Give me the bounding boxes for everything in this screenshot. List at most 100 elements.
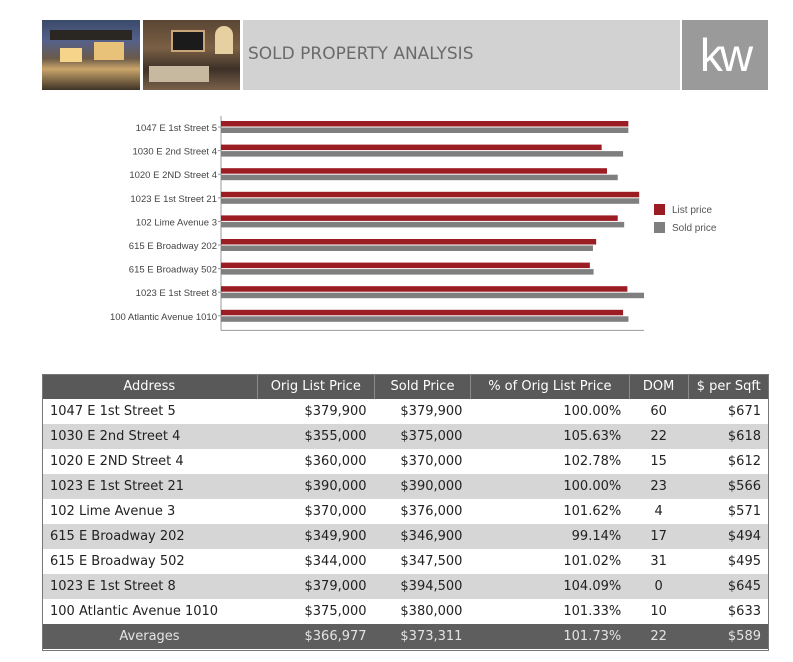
address-cell: 100 Atlantic Avenue 1010 [42, 599, 257, 624]
orig-list-price-cell: $379,000 [257, 574, 375, 599]
sold-price-cell: $370,000 [374, 449, 471, 474]
sold-price-cell: $375,000 [374, 424, 471, 449]
table-row: 1020 E 2ND Street 4 $360,000 $370,000 102.7… [42, 449, 769, 474]
photo-window [94, 42, 124, 60]
per-sqft-cell: $571 [688, 499, 769, 524]
sold-price-cell: $390,000 [374, 474, 471, 499]
orig-list-price-cell: $379,900 [257, 399, 375, 424]
list-price-bar [221, 262, 590, 269]
table-row: 1023 E 1st Street 8 $379,000 $394,500 104.0… [42, 574, 769, 599]
photo-arch-window [215, 26, 233, 54]
per-sqft-cell: $645 [688, 574, 769, 599]
orig-list-price-cell: $349,900 [257, 524, 375, 549]
dom-cell: 22 [629, 424, 688, 449]
address-cell: 615 E Broadway 202 [42, 524, 257, 549]
orig-list-price-cell: $375,000 [257, 599, 375, 624]
photo-roof [50, 30, 132, 40]
sales-table: Address Orig List Price Sold Price % of … [42, 374, 769, 649]
sold-price-bar [221, 269, 594, 275]
list-price-bar [221, 215, 618, 221]
table-header-row: Address Orig List Price Sold Price % of … [42, 374, 769, 399]
category-label: 100 Atlantic Avenue 1010 [110, 312, 217, 323]
title-bar [243, 20, 680, 90]
col-header-sold-price: Sold Price [374, 374, 471, 399]
table-row: 1047 E 1st Street 5 $379,900 $379,900 100.0… [42, 399, 769, 424]
sold-price-cell: $347,500 [374, 549, 471, 574]
dom-cell: 15 [629, 449, 688, 474]
pct-list-cell: 100.00% [470, 399, 630, 424]
table-row: 615 E Broadway 502 $344,000 $347,500 101.02… [42, 549, 769, 574]
dom-cell: 17 [629, 524, 688, 549]
category-label: 615 E Broadway 502 [129, 265, 217, 276]
category-label: 1030 E 2nd Street 4 [132, 147, 217, 158]
col-header-per-sqft: $ per Sqft [688, 374, 769, 399]
list-price-bar [221, 168, 608, 174]
address-cell: 1047 E 1st Street 5 [42, 399, 257, 424]
list-price-bar [221, 309, 624, 316]
pct-list-cell: 100.00% [470, 474, 630, 499]
house-exterior-photo [42, 20, 140, 90]
table-row: 100 Atlantic Avenue 1010 $375,000 $380,000… [42, 599, 769, 624]
dom-cell: 10 [629, 599, 688, 624]
list-price-bar [221, 286, 628, 292]
category-label: 1023 E 1st Street 8 [136, 288, 217, 299]
per-sqft-cell: $494 [688, 524, 769, 549]
avg-sold-price: $373,311 [374, 624, 471, 649]
avg-per-sqft: $589 [688, 624, 769, 649]
pct-list-cell: 101.62% [470, 499, 630, 524]
orig-list-price-cell: $344,000 [257, 549, 375, 574]
category-label: 1047 E 1st Street 5 [136, 123, 217, 134]
pct-list-cell: 99.14% [470, 524, 630, 549]
sold-price-cell: $394,500 [374, 574, 471, 599]
address-cell: 1023 E 1st Street 8 [42, 574, 257, 599]
photo-window [60, 48, 82, 62]
dom-cell: 0 [629, 574, 688, 599]
legend-label: List price [672, 205, 712, 216]
table-row: 1023 E 1st Street 21 $390,000 $390,000 100.… [42, 474, 769, 499]
col-header-dom: DOM [629, 374, 689, 399]
sold-price-bar [221, 316, 629, 322]
list-price-bar [221, 144, 602, 151]
averages-row: Averages $366,977 $373,311 101.73% 22 $5… [42, 624, 769, 649]
avg-orig-list-price: $366,977 [257, 624, 375, 649]
kw-logo: kw [682, 20, 768, 90]
avg-pct-list: 101.73% [470, 624, 630, 649]
col-header-address: Address [42, 374, 258, 399]
sold-price-bar [221, 198, 640, 204]
sold-price-cell: $379,900 [374, 399, 471, 424]
orig-list-price-cell: $370,000 [257, 499, 375, 524]
legend-label: Sold price [672, 223, 717, 234]
address-cell: 102 Lime Avenue 3 [42, 499, 257, 524]
sold-price-cell: $376,000 [374, 499, 471, 524]
per-sqft-cell: $495 [688, 549, 769, 574]
legend-swatch [654, 204, 665, 215]
per-sqft-cell: $612 [688, 449, 769, 474]
per-sqft-cell: $566 [688, 474, 769, 499]
dom-cell: 31 [629, 549, 688, 574]
sold-price-bar [221, 127, 629, 133]
dom-cell: 4 [629, 499, 688, 524]
pct-list-cell: 104.09% [470, 574, 630, 599]
list-price-bar [221, 239, 597, 245]
photo-tv [171, 30, 205, 52]
living-room-photo [143, 20, 240, 90]
photo-sofa [149, 66, 209, 82]
address-cell: 1020 E 2ND Street 4 [42, 449, 257, 474]
pct-list-cell: 102.78% [470, 449, 630, 474]
sold-price-bar [221, 292, 644, 299]
dom-cell: 60 [629, 399, 688, 424]
list-price-bar [221, 121, 629, 127]
avg-dom: 22 [629, 624, 688, 649]
sold-price-bar [221, 221, 625, 228]
logo-text: kw [699, 29, 753, 81]
orig-list-price-cell: $355,000 [257, 424, 375, 449]
address-cell: 615 E Broadway 502 [42, 549, 257, 574]
orig-list-price-cell: $360,000 [257, 449, 375, 474]
table-row: 102 Lime Avenue 3 $370,000 $376,000 101.62%… [42, 499, 769, 524]
orig-list-price-cell: $390,000 [257, 474, 375, 499]
pct-list-cell: 101.33% [470, 599, 630, 624]
address-cell: 1030 E 2nd Street 4 [42, 424, 257, 449]
dom-cell: 23 [629, 474, 688, 499]
legend-swatch [654, 222, 665, 233]
category-label: 1023 E 1st Street 21 [130, 194, 217, 205]
